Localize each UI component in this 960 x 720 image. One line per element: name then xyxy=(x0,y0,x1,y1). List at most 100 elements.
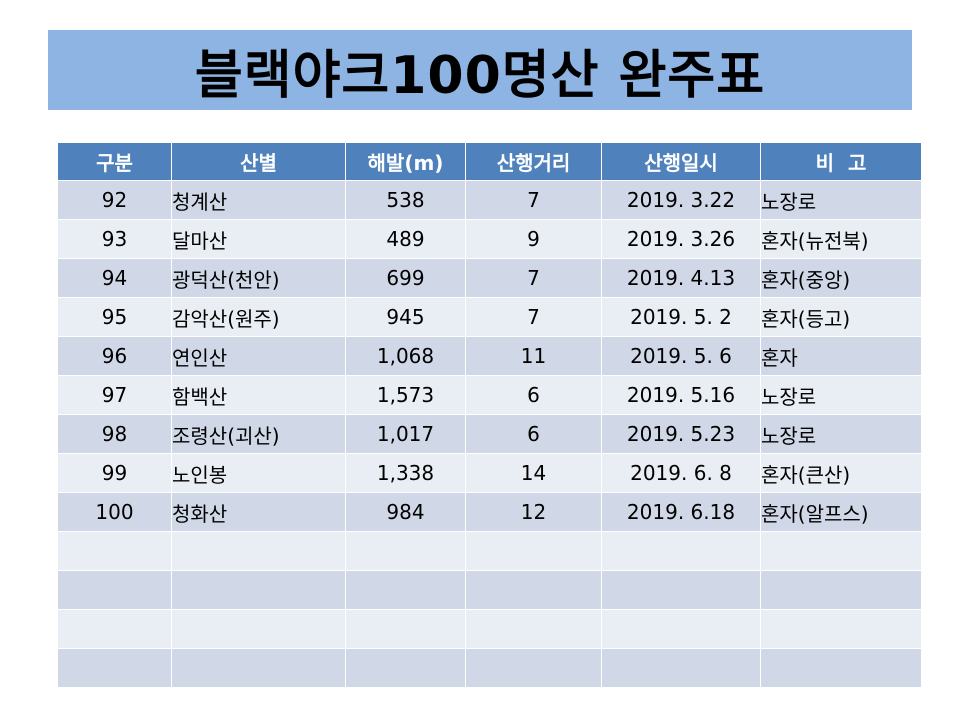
header-elevation: 해발(m) xyxy=(345,142,466,181)
cell-date: 2019. 5.23 xyxy=(601,414,761,454)
table-row xyxy=(57,570,922,610)
cell-mountain: 감악산(원주) xyxy=(171,297,346,337)
cell-category xyxy=(57,531,172,571)
cell-elevation xyxy=(345,609,466,649)
cell-category: 98 xyxy=(57,414,172,454)
table-row: 96 연인산 1,068 11 2019. 5. 6 혼자 xyxy=(57,336,922,376)
cell-date xyxy=(601,648,761,688)
cell-distance: 11 xyxy=(465,336,602,376)
cell-mountain xyxy=(171,531,346,571)
cell-category: 100 xyxy=(57,492,172,532)
header-notes: 비 고 xyxy=(760,142,922,181)
table-row: 94 광덕산(천안) 699 7 2019. 4.13 혼자(중앙) xyxy=(57,258,922,298)
cell-distance: 6 xyxy=(465,414,602,454)
cell-mountain: 달마산 xyxy=(171,219,346,259)
cell-distance: 9 xyxy=(465,219,602,259)
cell-date: 2019. 6. 8 xyxy=(601,453,761,493)
cell-elevation xyxy=(345,648,466,688)
cell-category: 96 xyxy=(57,336,172,376)
cell-date xyxy=(601,531,761,571)
cell-mountain xyxy=(171,609,346,649)
cell-notes: 노장로 xyxy=(760,180,922,220)
cell-date: 2019. 4.13 xyxy=(601,258,761,298)
cell-notes xyxy=(760,648,922,688)
cell-elevation: 1,573 xyxy=(345,375,466,415)
cell-elevation: 1,338 xyxy=(345,453,466,493)
cell-elevation: 489 xyxy=(345,219,466,259)
cell-distance xyxy=(465,609,602,649)
cell-date xyxy=(601,609,761,649)
cell-date: 2019. 3.22 xyxy=(601,180,761,220)
cell-date xyxy=(601,570,761,610)
page-title: 블랙야크100명산 완주표 xyxy=(194,45,766,106)
cell-mountain: 노인봉 xyxy=(171,453,346,493)
table-row xyxy=(57,531,922,571)
cell-notes: 혼자(알프스) xyxy=(760,492,922,532)
cell-notes: 혼자(뉴전북) xyxy=(760,219,922,259)
cell-date: 2019. 6.18 xyxy=(601,492,761,532)
cell-distance: 7 xyxy=(465,180,602,220)
cell-elevation: 1,068 xyxy=(345,336,466,376)
cell-elevation: 984 xyxy=(345,492,466,532)
cell-elevation: 1,017 xyxy=(345,414,466,454)
cell-date: 2019. 5. 6 xyxy=(601,336,761,376)
cell-notes: 혼자(등고) xyxy=(760,297,922,337)
cell-category: 92 xyxy=(57,180,172,220)
title-banner: 블랙야크100명산 완주표 xyxy=(48,30,912,110)
cell-category: 93 xyxy=(57,219,172,259)
table-row: 97 함백산 1,573 6 2019. 5.16 노장로 xyxy=(57,375,922,415)
cell-date: 2019. 5.16 xyxy=(601,375,761,415)
cell-elevation xyxy=(345,531,466,571)
cell-date: 2019. 3.26 xyxy=(601,219,761,259)
cell-distance xyxy=(465,531,602,571)
cell-mountain: 청계산 xyxy=(171,180,346,220)
cell-distance xyxy=(465,570,602,610)
table-row: 100 청화산 984 12 2019. 6.18 혼자(알프스) xyxy=(57,492,922,532)
cell-notes: 노장로 xyxy=(760,414,922,454)
cell-notes xyxy=(760,531,922,571)
cell-notes: 혼자(중앙) xyxy=(760,258,922,298)
cell-mountain: 함백산 xyxy=(171,375,346,415)
cell-category xyxy=(57,609,172,649)
cell-category: 97 xyxy=(57,375,172,415)
cell-mountain: 청화산 xyxy=(171,492,346,532)
cell-elevation: 945 xyxy=(345,297,466,337)
cell-notes xyxy=(760,609,922,649)
cell-mountain: 연인산 xyxy=(171,336,346,376)
cell-notes: 혼자 xyxy=(760,336,922,376)
table-row: 98 조령산(괴산) 1,017 6 2019. 5.23 노장로 xyxy=(57,414,922,454)
cell-elevation xyxy=(345,570,466,610)
completion-table: 구분 산별 해발(m) 산행거리 산행일시 비 고 92 청계산 538 7 2019.… xyxy=(57,142,922,688)
table-row: 95 감악산(원주) 945 7 2019. 5. 2 혼자(등고) xyxy=(57,297,922,337)
cell-date: 2019. 5. 2 xyxy=(601,297,761,337)
table-header-row: 구분 산별 해발(m) 산행거리 산행일시 비 고 xyxy=(57,142,922,181)
cell-distance: 6 xyxy=(465,375,602,415)
cell-category xyxy=(57,648,172,688)
cell-elevation: 538 xyxy=(345,180,466,220)
cell-distance: 14 xyxy=(465,453,602,493)
header-distance: 산행거리 xyxy=(465,142,602,181)
cell-distance xyxy=(465,648,602,688)
cell-notes xyxy=(760,570,922,610)
cell-elevation: 699 xyxy=(345,258,466,298)
table-row: 99 노인봉 1,338 14 2019. 6. 8 혼자(큰산) xyxy=(57,453,922,493)
cell-category: 95 xyxy=(57,297,172,337)
table-body: 92 청계산 538 7 2019. 3.22 노장로 93 달마산 489 9 2019. 3.2… xyxy=(57,180,922,688)
cell-mountain: 조령산(괴산) xyxy=(171,414,346,454)
cell-distance: 7 xyxy=(465,297,602,337)
cell-mountain xyxy=(171,648,346,688)
header-mountain: 산별 xyxy=(171,142,346,181)
cell-category: 99 xyxy=(57,453,172,493)
cell-mountain: 광덕산(천안) xyxy=(171,258,346,298)
cell-category xyxy=(57,570,172,610)
cell-mountain xyxy=(171,570,346,610)
table-row xyxy=(57,609,922,649)
cell-distance: 7 xyxy=(465,258,602,298)
cell-distance: 12 xyxy=(465,492,602,532)
cell-notes: 혼자(큰산) xyxy=(760,453,922,493)
cell-category: 94 xyxy=(57,258,172,298)
cell-notes: 노장로 xyxy=(760,375,922,415)
table-row xyxy=(57,648,922,688)
header-category: 구분 xyxy=(57,142,172,181)
table-row: 92 청계산 538 7 2019. 3.22 노장로 xyxy=(57,180,922,220)
